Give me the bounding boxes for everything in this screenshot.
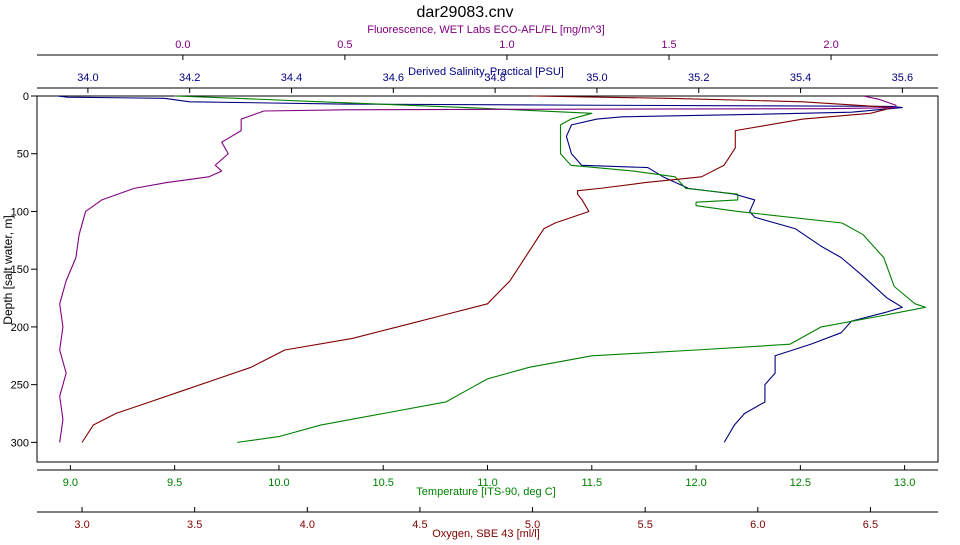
axes-layer: 0 50 100 150 200 250 300 0.0 0.5 1.0 1.5 2.0 34.0 34.… bbox=[11, 39, 938, 531]
salinity-axis-tick-label: 34.8 bbox=[484, 72, 505, 84]
oxygen-profile-line bbox=[81, 95, 894, 443]
plot-area bbox=[36, 95, 939, 463]
temperature-axis-label: Temperature [ITS-90, deg C] bbox=[416, 486, 555, 498]
fluorescence-axis-tick-label: 1.5 bbox=[661, 39, 676, 51]
temperature-axis-tick-label: 10.5 bbox=[373, 477, 394, 489]
oxygen-axis-tick-label: 3.5 bbox=[187, 519, 202, 531]
series-layer bbox=[57, 95, 927, 443]
oxygen-axis-tick-label: 3.0 bbox=[74, 519, 89, 531]
temperature-axis-tick-label: 13.0 bbox=[894, 477, 915, 489]
salinity-axis-tick-label: 35.2 bbox=[688, 72, 709, 84]
salinity-axis-tick-label: 34.4 bbox=[281, 72, 302, 84]
temperature-axis-tick-label: 10.0 bbox=[268, 477, 289, 489]
fluorescence-axis-tick-label: 1.0 bbox=[499, 39, 514, 51]
temperature-axis-tick-label: 12.5 bbox=[790, 477, 811, 489]
y-axis-tick-label: 0 bbox=[23, 91, 29, 103]
temperature-axis-tick-label: 11.0 bbox=[477, 477, 498, 489]
text-layer: dar29083.cnv Depth [salt water, m] Fluor… bbox=[1, 4, 605, 540]
oxygen-axis-tick-label: 5.5 bbox=[638, 519, 653, 531]
salinity-axis-tick-label: 35.4 bbox=[790, 72, 811, 84]
temperature-axis-tick-label: 9.0 bbox=[63, 477, 78, 489]
salinity-axis-tick-label: 35.0 bbox=[586, 72, 607, 84]
oxygen-axis-tick-label: 6.0 bbox=[750, 519, 765, 531]
oxygen-axis-tick-label: 5.0 bbox=[525, 519, 540, 531]
y-axis-tick-label: 50 bbox=[17, 149, 29, 161]
salinity-axis-tick-label: 34.0 bbox=[77, 72, 98, 84]
fluorescence-axis-tick-label: 0.0 bbox=[175, 39, 190, 51]
oxygen-axis-label: Oxygen, SBE 43 [ml/l] bbox=[432, 528, 540, 540]
y-axis-tick-label: 250 bbox=[11, 380, 29, 392]
temperature-profile-line bbox=[174, 95, 927, 443]
chart-title: dar29083.cnv bbox=[417, 4, 514, 21]
temperature-axis-tick-label: 11.5 bbox=[581, 477, 602, 489]
fluorescence-axis-tick-label: 2.0 bbox=[823, 39, 838, 51]
salinity-axis-tick-label: 35.6 bbox=[892, 72, 913, 84]
temperature-axis-tick-label: 9.5 bbox=[167, 477, 182, 489]
y-axis-tick-label: 100 bbox=[11, 206, 29, 218]
y-axis-tick-label: 150 bbox=[11, 264, 29, 276]
y-axis-label: Depth [salt water, m] bbox=[1, 215, 15, 324]
oxygen-axis-tick-label: 4.5 bbox=[412, 519, 427, 531]
salinity-axis-tick-label: 34.2 bbox=[179, 72, 200, 84]
fluorescence-axis-tick-label: 0.5 bbox=[337, 39, 352, 51]
y-axis-tick-label: 200 bbox=[11, 322, 29, 334]
fluorescence-axis-label: Fluorescence, WET Labs ECO-AFL/FL [mg/m^… bbox=[367, 24, 604, 36]
oxygen-axis-tick-label: 6.5 bbox=[863, 519, 878, 531]
oxygen-axis-tick-label: 4.0 bbox=[300, 519, 315, 531]
salinity-axis-label: Derived Salinity, Practical [PSU] bbox=[408, 66, 564, 78]
fluorescence-profile-line bbox=[59, 95, 897, 443]
plot-frame-layer bbox=[36, 95, 939, 463]
salinity-axis-tick-label: 34.6 bbox=[383, 72, 404, 84]
y-axis-tick-label: 300 bbox=[11, 437, 29, 449]
temperature-axis-tick-label: 12.0 bbox=[685, 477, 706, 489]
